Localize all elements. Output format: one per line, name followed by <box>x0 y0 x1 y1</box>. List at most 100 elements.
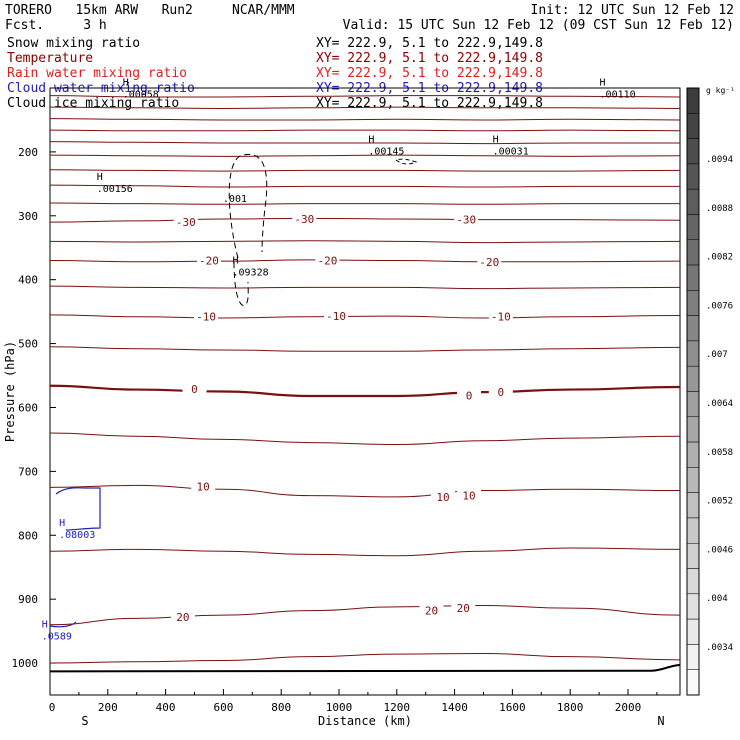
colorbar-cell <box>686 391 700 418</box>
colorbar-cell <box>686 593 700 620</box>
colorbar-tick-4: .007 <box>706 350 728 360</box>
colorbar-cell <box>686 467 700 493</box>
legend-xy-2: XY= 222.9, 5.1 to 222.9,149.8 <box>316 66 543 81</box>
isotherm-label--10-1: -10 <box>326 310 346 323</box>
isotherm-line-9 <box>49 240 681 244</box>
header-valid: Valid: 15 UTC Sun 12 Feb 12 (09 CST Sun … <box>342 18 734 33</box>
colorbar-tick-5: .0064 <box>706 399 733 409</box>
isotherm-line-5 <box>49 154 681 157</box>
isotherm-line-1 <box>49 106 681 109</box>
colorbar-cell <box>686 290 700 316</box>
marker-value-0: .00058 <box>123 90 159 101</box>
isotherm-label-20-2: 20 <box>457 602 470 615</box>
isotherm-label-bg <box>488 385 513 399</box>
colorbar-tick-7: .0052 <box>706 497 733 507</box>
marker-H-6: H <box>59 518 65 529</box>
colorbar-cell <box>686 568 700 595</box>
colorbar-tick-9: .004 <box>706 594 728 604</box>
isotherm-label--10-0: -10 <box>196 311 216 324</box>
legend-xy-1: XY= 222.9, 5.1 to 222.9,149.8 <box>316 51 543 66</box>
marker-H-3: H <box>493 135 499 146</box>
isotherm-line-10 <box>49 285 681 290</box>
marker-H-4: H <box>97 172 103 183</box>
isotherm-line-7 <box>49 184 680 188</box>
x-tick-label-1000: 1000 <box>326 701 353 714</box>
colorbar-unit: g kg⁻¹ <box>706 86 735 95</box>
header-fcst-value: 3 h <box>83 18 107 33</box>
isotherm-line-6 <box>49 169 681 172</box>
x-tick-label-0: 0 <box>49 701 56 714</box>
marker-value-1: .00110 <box>600 90 636 101</box>
isotherm-label-20-0: 20 <box>176 611 189 624</box>
marker-H-0: H <box>123 78 129 89</box>
isotherm-0 <box>49 384 681 398</box>
x-tick-label-600: 600 <box>213 701 233 714</box>
cloud-water-contour-lower <box>49 621 77 628</box>
isotherm--20 <box>49 259 681 263</box>
marker-H-1: H <box>600 78 606 89</box>
isotherm-label-bg <box>431 489 456 503</box>
colorbar-tick-0: .0094 <box>706 155 733 165</box>
colorbar-cell <box>686 264 700 291</box>
colorbar-cell <box>686 239 700 266</box>
legend-label-1: Temperature <box>7 51 94 66</box>
y-tick-label-500: 500 <box>18 338 38 351</box>
isotherm-label-0-1: 0 <box>466 389 473 402</box>
colorbar-tick-3: .0076 <box>706 301 733 311</box>
marker-value-5: .09328 <box>233 267 269 278</box>
y-tick-label-900: 900 <box>18 593 38 606</box>
colorbar-cell <box>686 517 700 544</box>
colorbar-tick-1: .0088 <box>706 204 733 214</box>
marker-value-3: .00031 <box>493 147 529 158</box>
colorbar-cell <box>686 163 700 190</box>
isotherm-label-bg <box>451 601 476 615</box>
marker-H-2: H <box>368 135 374 146</box>
y-tick-label-200: 200 <box>18 146 38 159</box>
isotherm-20 <box>49 605 681 626</box>
isotherm-label-bg <box>457 488 482 502</box>
marker-value-7: .0589 <box>42 631 72 642</box>
colorbar-cell <box>686 644 700 670</box>
header-resolution: 15km ARW <box>75 3 139 18</box>
isotherm-label-bg <box>173 215 198 229</box>
isotherm-label-10-0: 10 <box>197 481 210 494</box>
isotherm-label--20-2: -20 <box>479 256 499 269</box>
colorbar-cell <box>686 113 700 139</box>
plot-frame <box>49 87 681 696</box>
cloud-ice-contour-lower <box>233 261 249 306</box>
legend-label-0: Snow mixing ratio <box>7 36 141 51</box>
isotherm-label-bg <box>457 388 482 402</box>
isotherm-label-20-1: 20 <box>425 605 438 618</box>
header-line-1: TORERO 15km ARW Run2 NCAR/MMM <box>5 3 295 18</box>
x-tick-label-2000: 2000 <box>615 701 642 714</box>
colorbar-cell <box>686 365 700 392</box>
colorbar-cell <box>686 87 700 114</box>
colorbar-tick-2: .0082 <box>706 253 733 263</box>
isotherm-10 <box>49 484 681 498</box>
x-tick-label-400: 400 <box>156 701 176 714</box>
isotherm--30 <box>49 217 681 223</box>
isotherm-label--30-0: -30 <box>176 216 196 229</box>
x-axis-label: Distance (km) <box>318 714 412 728</box>
isotherm-label-bg <box>182 381 207 395</box>
isotherm-label-bg <box>324 309 349 323</box>
header-model: TORERO <box>5 3 52 18</box>
isotherm-label-bg <box>477 254 502 268</box>
isotherm-label-10-1: 10 <box>436 491 449 504</box>
isotherm-label-bg <box>315 253 340 267</box>
isotherm-label--20-1: -20 <box>317 255 337 268</box>
colorbar-cell <box>686 669 700 696</box>
y-tick-label-1000: 1000 <box>12 657 39 670</box>
colorbar-cell <box>686 543 700 569</box>
colorbar-cell <box>686 416 700 443</box>
colorbar-tick-8: .0046 <box>706 545 733 555</box>
isotherm-label--30-2: -30 <box>456 214 476 227</box>
colorbar-cell <box>686 138 700 165</box>
isotherm-line-0 <box>49 95 681 98</box>
y-tick-label-300: 300 <box>18 210 38 223</box>
isotherm-label-0-0: 0 <box>191 383 198 396</box>
isotherm-line-14 <box>49 652 681 664</box>
isotherm-line-13 <box>49 547 681 557</box>
x-end-label-north: N <box>657 714 664 728</box>
marker-value-4: .00156 <box>97 184 133 195</box>
